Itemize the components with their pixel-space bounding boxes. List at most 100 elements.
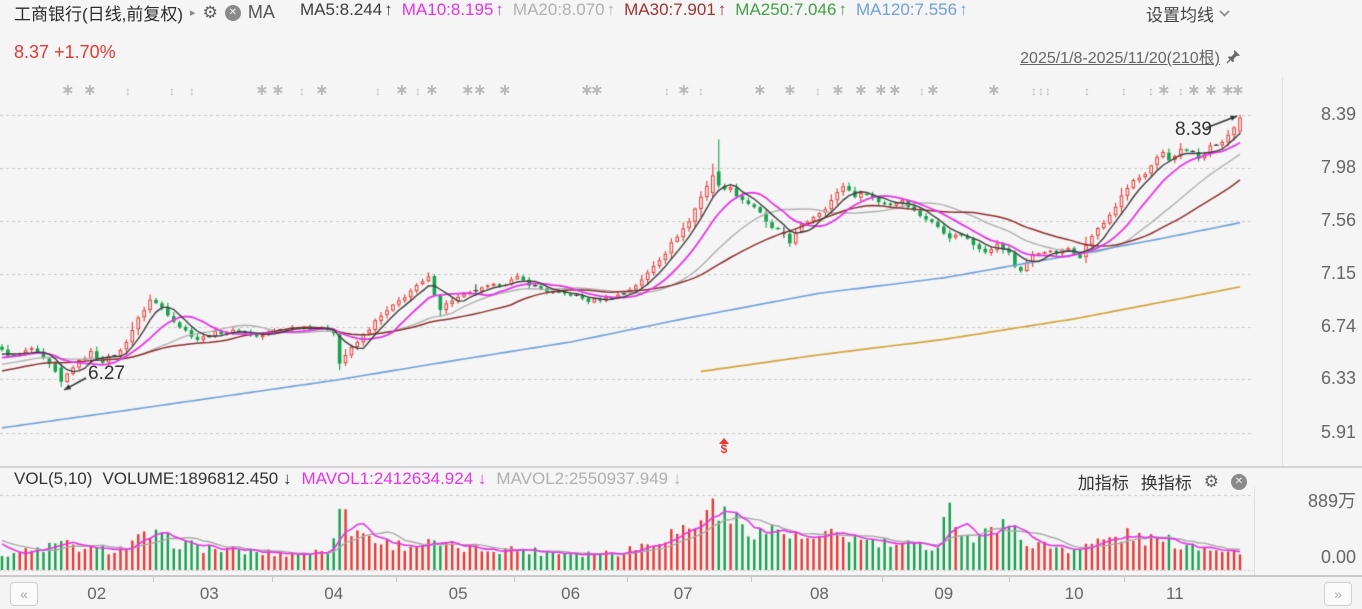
event-star-icon[interactable]: ∗ [315,82,329,99]
event-star-icon[interactable]: ∗ [425,82,439,99]
event-star-icon[interactable]: ∗ [473,82,487,99]
price-tick-label: 6.74 [1320,315,1356,336]
close-indicator-icon[interactable]: ✕ [224,4,241,21]
ma250-up-arrow-icon: ↑ [838,0,847,19]
volume-close-icon[interactable]: ✕ [1231,473,1247,490]
month-tick-mark [1124,577,1126,582]
ma30-value: MA30:7.901 [624,0,716,19]
event-updown-icon[interactable]: ↕ [1045,84,1051,98]
caret-right-icon[interactable]: ▸ [190,7,196,19]
event-star-icon[interactable]: ∗ [271,82,285,99]
scroll-left-button[interactable]: « [10,582,38,606]
event-updown-icon[interactable]: ↕ [125,84,131,98]
month-tick-mark [153,577,155,582]
month-label: 02 [87,584,107,603]
event-updown-icon[interactable]: ↕ [1148,84,1154,98]
price-tick-label: 7.98 [1320,156,1356,177]
mavol2-value: MAVOL2:2550937.949 [496,469,669,488]
add-indicator-button[interactable]: 加指标 [1077,474,1129,493]
event-star-icon[interactable]: ∗ [677,82,691,99]
dividend-dollar-glyph: $ [720,442,728,456]
event-updown-icon[interactable]: ↕ [815,84,821,98]
event-updown-icon[interactable]: ↕ [415,84,421,98]
event-updown-icon[interactable]: ↕ [919,84,925,98]
month-tick-mark [626,577,628,582]
event-star-icon[interactable]: ∗ [783,82,797,99]
event-updown-icon[interactable]: ↕ [1031,84,1037,98]
ma10-value: MA10:8.195 [401,0,494,19]
gear-icon[interactable]: ⚙ [202,3,218,22]
dividend-up-triangle [719,438,729,444]
month-label: 06 [561,584,581,603]
event-star-icon[interactable]: ∗ [1221,82,1235,99]
event-star-icon[interactable]: ∗ [1187,82,1201,99]
event-star-icon[interactable]: ∗ [987,82,1001,99]
date-range-link[interactable]: 2025/1/8-2025/11/20(210根) [1020,50,1220,67]
event-star-icon[interactable]: ∗ [255,82,269,99]
event-updown-icon[interactable]: ↕ [698,84,704,98]
ma5-up-arrow-icon: ↑ [384,0,393,19]
month-label: 03 [199,584,219,603]
event-updown-icon[interactable]: ↕ [299,84,305,98]
dividend-marker-icon[interactable]: $ [716,438,732,455]
ma-indicator-label: MA [247,2,275,22]
event-updown-icon[interactable]: ↕ [169,84,175,98]
volume-axis-border [1254,487,1255,575]
vol-params-label: VOL(5,10) [14,469,93,488]
event-star-icon[interactable]: ∗ [461,82,475,99]
month-tick-mark [881,577,883,582]
event-star-icon[interactable]: ∗ [831,82,845,99]
ma20-up-arrow-icon: ↑ [606,0,616,19]
price-tick-label: 8.39 [1320,104,1356,124]
month-label: 07 [673,584,693,603]
switch-indicator-button[interactable]: 换指标 [1140,474,1192,493]
pin-icon[interactable] [1226,49,1241,64]
volume-max-label: 889万 [1307,491,1356,511]
ma-settings-button[interactable]: 设置均线 [1146,1,1230,26]
event-star-icon[interactable]: ∗ [395,82,409,99]
high-annotation: 8.39 [1175,119,1212,140]
ma5-value: MA5:8.244 [300,0,383,19]
event-star-icon[interactable]: ∗ [1204,82,1218,99]
event-star-icon[interactable]: ∗ [498,82,512,99]
month-label: 09 [934,584,954,603]
ma10-up-arrow-icon: ↑ [495,0,504,19]
ma20-value: MA20:8.070 [512,0,605,19]
month-label: 10 [1064,584,1084,603]
event-star-icon[interactable]: ∗ [874,82,888,99]
event-star-icon[interactable]: ∗ [580,82,594,99]
month-tick-mark [514,577,516,582]
change-percent: +1.70% [54,42,116,62]
volume-gear-icon[interactable]: ⚙ [1203,472,1219,491]
month-tick-mark [395,577,397,582]
ma-legend: MA5:8.244 ↑ MA10:8.195 ↑ MA20:8.070 ↑ MA30:… [300,0,968,20]
scroll-right-button[interactable]: » [1324,582,1352,606]
event-updown-icon[interactable]: ↕ [1084,84,1090,98]
month-label: 04 [324,584,344,603]
event-star-icon[interactable]: ∗ [61,82,75,99]
mavol2-down-arrow-icon: ↓ [672,469,682,488]
event-star-icon[interactable]: ∗ [590,82,604,99]
event-star-icon[interactable]: ∗ [83,82,97,99]
current-quote: 8.37 +1.70% [14,42,116,63]
event-updown-icon[interactable]: ↕ [1121,84,1127,98]
event-star-icon[interactable]: ∗ [854,82,868,99]
price-tick-label: 7.15 [1320,263,1356,283]
event-updown-icon[interactable]: ↕ [664,84,670,98]
event-updown-icon[interactable]: ↕ [1178,84,1184,98]
price-tick-label: 7.56 [1320,210,1356,231]
event-star-icon[interactable]: ∗ [1231,82,1245,99]
event-star-icon[interactable]: ∗ [753,82,767,99]
stock-title: 工商银行(日线,前复权) [14,5,184,24]
price-axis-border [1282,78,1283,466]
month-tick-mark [751,577,753,582]
event-updown-icon[interactable]: ↕ [1038,84,1044,98]
event-star-icon[interactable]: ∗ [926,82,940,99]
volume-value: VOLUME:1896812.450 [102,469,279,488]
event-updown-icon[interactable]: ↕ [375,84,381,98]
event-star-icon[interactable]: ∗ [1157,82,1171,99]
event-updown-icon[interactable]: ↕ [189,84,195,98]
event-star-icon[interactable]: ∗ [888,82,902,99]
date-range: 2025/1/8-2025/11/20(210根) [1020,44,1241,68]
